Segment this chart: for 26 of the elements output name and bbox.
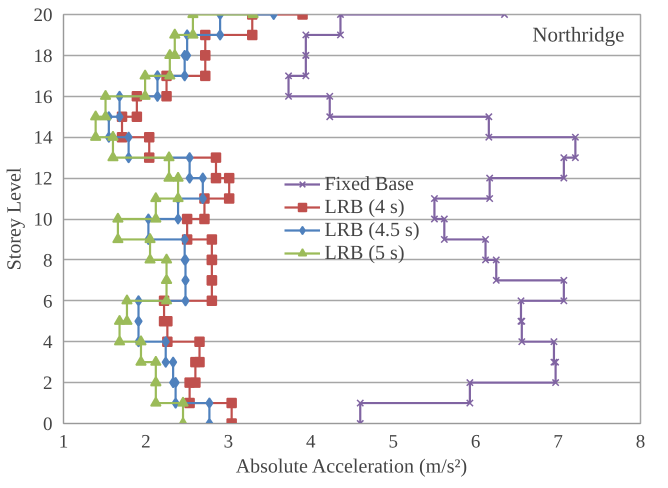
x-tick-label: 8 <box>636 432 646 452</box>
x-axis-title: Absolute Acceleration (m/s²) <box>236 456 468 478</box>
y-tick-label: 14 <box>34 128 53 149</box>
annotation: Northridge <box>532 22 625 46</box>
y-tick-label: 20 <box>34 5 52 26</box>
legend-label: LRB (4.5 s) <box>324 218 420 242</box>
y-tick-label: 4 <box>43 332 53 354</box>
x-tick-label: 1 <box>58 432 68 452</box>
y-tick-label: 2 <box>43 373 52 394</box>
x-tick-label: 5 <box>388 432 398 452</box>
x-tick-label: 6 <box>470 432 480 452</box>
y-tick-label: 8 <box>43 250 52 272</box>
y-axis-title: Storey Level <box>4 167 26 270</box>
x-tick-label: 2 <box>141 432 151 452</box>
y-tick-label: 16 <box>34 86 52 108</box>
x-tick-label: 3 <box>224 432 234 452</box>
legend-label: LRB (5 s) <box>324 242 404 264</box>
y-tick-label: 10 <box>34 210 52 230</box>
x-tick-label: 7 <box>553 432 563 452</box>
y-tick-label: 12 <box>34 168 52 190</box>
x-tick-label: 4 <box>306 432 316 452</box>
y-tick-label: 18 <box>34 46 52 67</box>
legend-label: Fixed Base <box>324 172 414 196</box>
y-tick-label: 0 <box>43 414 52 435</box>
y-tick-label: 6 <box>43 291 52 312</box>
legend-label: LRB (4 s) <box>324 196 404 218</box>
